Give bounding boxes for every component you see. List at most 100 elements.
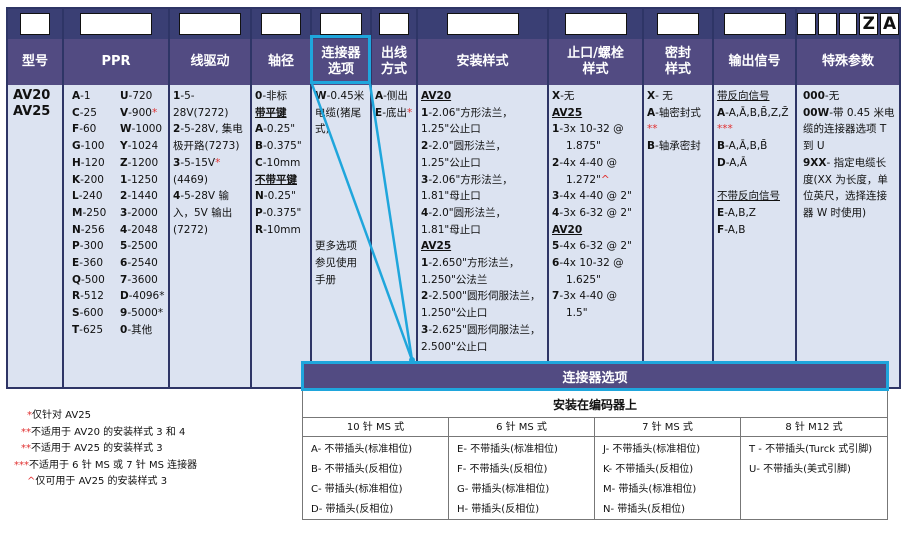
code-box-row [372,9,418,39]
code-input-box[interactable] [261,13,301,35]
option-code: 0 [255,90,263,102]
option-text: - 指定电缆长度(XX 为长度，单位英尺，选择连接器 W 时使用) [803,156,888,219]
column-mounting: 安装样式 AV20 1-2.06"方形法兰，1.25"公止口 2-2.0"圆形法兰，1… [418,9,549,387]
code-input-box[interactable] [838,13,858,35]
option-text: -3600 [127,273,158,286]
option-code: Z [120,156,128,169]
option-text: -5-28V 输入，5V 输出(7272) [173,190,233,236]
option-code: 1 [421,106,429,119]
code-input-box[interactable] [20,13,50,35]
connector-option: K- 不带插头(反相位) [603,464,694,475]
code-input-box[interactable] [320,13,362,35]
option-item: 2-4x 4-40 @ [552,155,639,172]
option-text: -720 [128,90,153,102]
code-input-box[interactable] [379,13,409,35]
option-text: -250 [82,206,107,219]
option-code: F [72,123,80,136]
option-item: 9-5000* [120,305,164,322]
code-input-box[interactable] [797,13,816,35]
option-text: -240 [78,190,103,203]
option-code: 2 [120,190,128,203]
option-text: -0.375" [263,140,302,153]
option-item: 1-2.650"方形法兰，1.250"公法兰 [421,255,544,288]
column-body: 带反向信号 A-A,Ā,B,B̄,Z,Z̄ *** B-A,Ā,B,B̄ D-A,Ā 不… [714,85,797,387]
option-text: -其他 [127,323,153,336]
option-text: -500 [80,273,105,286]
option-item: 0-其他 [120,322,164,339]
option-text: -600 [79,307,104,320]
group-label: 不带平键 [255,173,297,186]
option-text: -A,B [724,223,746,236]
code-input-box[interactable]: A [880,13,899,35]
option-code: L [72,190,79,203]
code-input-box[interactable] [446,13,519,35]
footnote-mark: * [406,106,413,119]
footnote-mark: * [27,410,32,421]
option-text: -360 [79,257,104,270]
column-header: 型号 [8,39,64,85]
column-header: 线驱动 [170,39,252,85]
option-text: -10mm [263,223,301,236]
code-box-row [170,9,252,39]
footnote-text: 不适用于 AV20 的安装样式 3 和 4 [31,426,186,438]
option-text: -2.0"圆形法兰，1.81"母止口 [421,206,507,236]
option-text: -1 [80,90,91,102]
option-text-cont: 1.5" [566,307,588,320]
code-input-box[interactable] [817,13,837,35]
option-text: -2.500"圆形伺服法兰，1.250"公止口 [421,290,541,320]
connector-type-header: 7 针 MS 式 [595,418,741,437]
code-box-row [418,9,549,39]
footnote-mark: * [151,106,158,119]
option-item: 3-4x 4-40 @ 2" [552,188,639,205]
footnote: ^仅可用于 AV25 的安装样式 3 [14,474,197,491]
option-text: -100 [80,140,105,153]
option-item: H-120 [72,155,120,172]
code-input-box[interactable]: Z [859,13,879,35]
option-code: Y [120,140,128,153]
option-code: 0 [120,323,128,336]
code-input-box[interactable] [657,13,699,35]
code-input-box[interactable] [564,13,627,35]
option-code: G [72,140,81,153]
column-ppr: PPR A-1 C-25 F-60 G-100 H-120 K-200 L-240 M-250 N… [64,9,170,387]
column-header: 输出信号 [714,39,797,85]
option-text: -带 0.45 米电缆的连接器选项 T 到 U [803,106,895,153]
group-label: 带平键 [255,106,287,119]
option-text: -2.0"圆形法兰，1.25"公止口 [421,140,507,169]
order-code-table: 型号 AV20 AV25 PPR A-1 C-25 F-60 G-100 H-120 K-200 L… [6,7,901,389]
option-text: -2.650"方形法兰，1.250"公法兰 [421,257,520,286]
option-text: -非标 [262,90,288,102]
column-header: 安装样式 [418,39,549,85]
code-input-box[interactable] [179,13,241,35]
option-code: 5 [120,240,128,253]
option-item: E-A,B,Z [717,205,792,222]
more-options-note: 更多选项参见使用手册 [315,240,357,286]
connector-type-header: 6 针 MS 式 [449,418,595,437]
option-item: P-0.375" [255,205,307,222]
option-text: -4096* [128,290,165,303]
option-text: -300 [79,240,104,253]
code-input-box[interactable] [80,13,152,35]
code-input-box[interactable] [723,13,786,35]
connector-type-options: E- 不带插头(标准相位) F- 不带插头(反相位) G- 带插头(标准相位) H- … [449,437,595,519]
option-code: H [72,156,81,169]
option-code: 7 [120,273,128,286]
column-model: 型号 AV20 AV25 [8,9,64,387]
option-item: 5-2500 [120,238,164,255]
option-code: P [72,240,80,253]
connector-option: T - 不带插头(Turck 式引脚) [749,444,873,455]
column-body: X-无 AV25 1-3x 10-32 @1.875" 2-4x 4-40 @1.27… [549,85,644,387]
column-header: 出线 方式 [372,39,418,85]
column-seal: 密封 样式 X- 无 A-轴密封式 ** B-轴承密封 [644,9,714,387]
footnote-mark: ** [647,123,658,136]
group-label: 不带反向信号 [717,190,780,203]
column-shaft: 轴径 0-非标 带平键 A-0.25" B-0.375" C-10mm 不带平键 N-0.25… [252,9,312,387]
option-code: A [717,106,726,119]
option-item: R-10mm [255,222,307,239]
option-code: R [255,223,264,236]
option-text: -2048 [127,223,158,236]
option-item: 1-1250 [120,172,164,189]
option-code: U [120,90,129,102]
option-text: -5-15V [180,156,216,169]
option-item: D-A,Ā [717,155,792,172]
